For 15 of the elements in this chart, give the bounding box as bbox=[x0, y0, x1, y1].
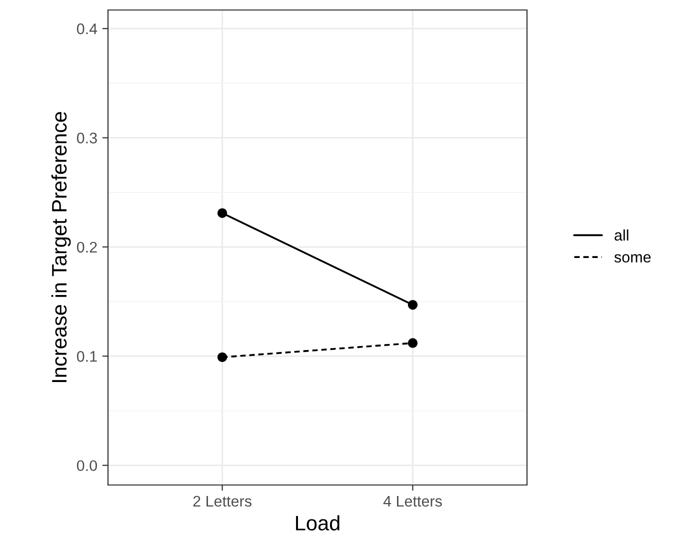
point bbox=[408, 338, 418, 348]
y-tick-label: 0.1 bbox=[76, 351, 97, 362]
y-tick-label: 0.0 bbox=[76, 460, 97, 472]
x-axis-title: Load bbox=[296, 515, 340, 531]
point bbox=[217, 352, 228, 362]
legend-label: some bbox=[614, 254, 651, 263]
x-tick-label: 2 Letters bbox=[193, 496, 252, 507]
y-tick-label: 0.2 bbox=[76, 242, 97, 253]
point bbox=[408, 300, 418, 310]
y-tick-label: 0.4 bbox=[76, 23, 98, 34]
y-axis-title: Increase in Target Preference bbox=[51, 112, 71, 382]
point bbox=[217, 208, 228, 218]
legend-label: all bbox=[614, 229, 628, 241]
x-tick-label: 4 Letters bbox=[383, 496, 442, 507]
y-tick-label: 0.3 bbox=[76, 132, 97, 144]
